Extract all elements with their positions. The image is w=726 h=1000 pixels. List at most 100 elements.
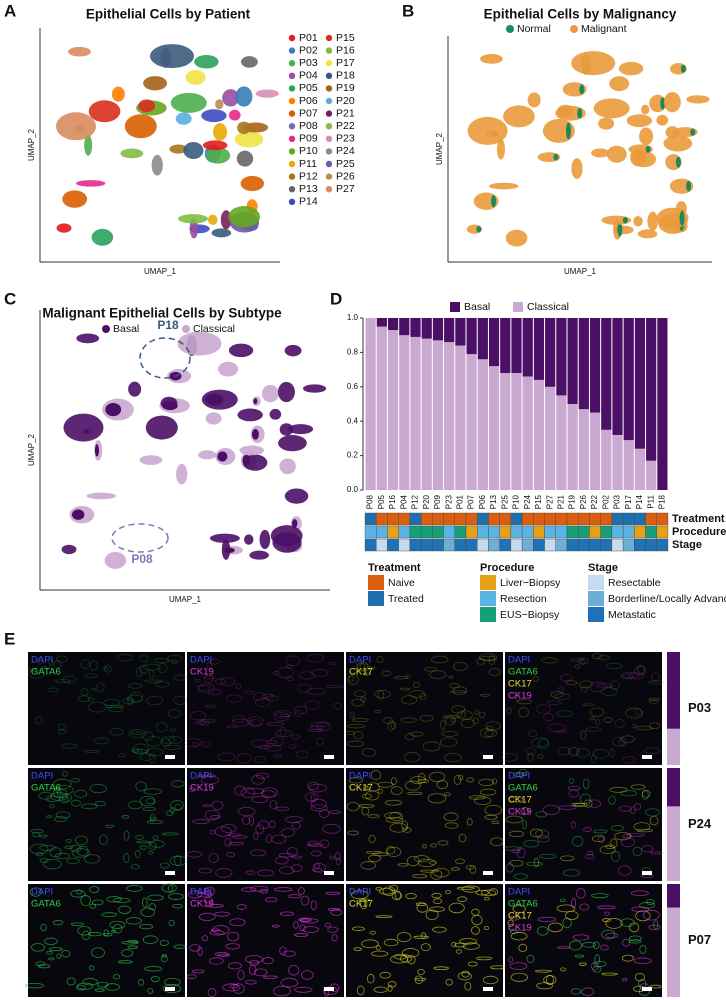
y-axis-label: UMAP_2	[435, 132, 444, 165]
micrograph-texture	[541, 657, 558, 664]
x-tick-label: P06	[478, 494, 487, 509]
cell-cluster	[177, 331, 222, 356]
micrograph-texture	[134, 849, 141, 859]
channel-label: DAPI	[508, 771, 530, 782]
micrograph-texture	[560, 967, 567, 972]
micrograph-texture	[159, 939, 169, 946]
cell-cluster	[253, 398, 258, 405]
cell-cluster	[160, 396, 178, 410]
micrograph-texture	[637, 664, 646, 675]
micrograph-texture	[421, 932, 427, 939]
micrograph-texture	[512, 904, 526, 914]
micrograph-texture	[61, 949, 71, 958]
bar-segment	[432, 340, 444, 490]
micrograph-texture	[142, 806, 156, 812]
micrograph-texture	[631, 724, 637, 729]
micrograph-texture	[29, 887, 42, 897]
micrograph-texture	[161, 738, 171, 747]
bar-segment	[444, 318, 455, 343]
micrograph-texture	[155, 722, 168, 733]
micrograph-texture	[127, 945, 138, 949]
micrograph-texture	[412, 874, 428, 879]
micrograph-texture	[591, 893, 609, 899]
cell-cluster	[241, 56, 258, 68]
track-cell	[398, 525, 411, 539]
cell-cluster	[86, 492, 116, 500]
bar-segment	[522, 376, 533, 490]
micrograph-texture	[201, 741, 211, 747]
micrograph-texture	[53, 778, 72, 790]
micrograph-texture	[113, 897, 131, 903]
micrograph-texture	[471, 908, 480, 916]
micrograph-texture	[344, 730, 356, 736]
micrograph-texture	[88, 965, 95, 971]
cell-cluster	[217, 451, 228, 462]
micrograph-texture	[148, 669, 155, 679]
micrograph-texture	[373, 986, 388, 993]
micrograph-texture	[518, 707, 529, 718]
micrograph-texture	[262, 957, 274, 965]
micrograph-texture	[139, 795, 156, 807]
bar-segment	[387, 318, 399, 331]
micrograph-texture	[140, 907, 155, 918]
bar-segment	[634, 448, 646, 490]
micrograph-texture	[131, 749, 149, 754]
micrograph-texture	[269, 799, 278, 810]
bar-segment	[511, 373, 522, 490]
scale-bar	[165, 871, 175, 875]
micrograph-texture	[148, 903, 156, 911]
micrograph-texture	[82, 978, 99, 986]
legend-title: Treatment	[368, 562, 421, 574]
cell-cluster	[128, 381, 142, 397]
legend-swatch	[513, 302, 523, 312]
cell-cluster	[663, 135, 693, 152]
micrograph-texture	[409, 690, 425, 699]
bar-segment	[567, 404, 578, 490]
cell-cluster	[201, 109, 227, 123]
cell-cluster	[503, 105, 535, 128]
cell-cluster	[183, 141, 204, 159]
legend-label: P20	[336, 95, 355, 107]
micrograph-texture	[617, 865, 632, 876]
micrograph-texture	[479, 653, 498, 662]
micrograph-texture	[49, 847, 62, 858]
micrograph-texture	[591, 653, 603, 660]
micrograph-texture	[490, 837, 504, 847]
micrograph-texture	[641, 790, 651, 798]
micrograph-texture	[70, 922, 84, 927]
micrograph-texture	[254, 697, 271, 707]
micrograph-texture	[65, 838, 72, 843]
micrograph-texture	[443, 792, 451, 797]
micrograph-texture	[232, 718, 250, 727]
micrograph-texture	[129, 691, 144, 703]
track-cell	[420, 525, 433, 539]
micrograph-texture	[57, 729, 67, 735]
micrograph-texture	[473, 796, 492, 806]
micrograph-texture	[457, 896, 468, 902]
legend-swatch	[480, 575, 496, 590]
micrograph-texture	[168, 736, 183, 744]
legend-label: P01	[299, 32, 318, 44]
bar-segment	[466, 318, 477, 355]
micrograph-texture	[142, 731, 154, 742]
cell-cluster	[577, 108, 583, 119]
micrograph-texture	[484, 804, 503, 816]
micrograph-texture	[410, 776, 427, 785]
micrograph-texture	[203, 675, 214, 684]
micrograph-texture	[273, 710, 292, 718]
micrograph-texture	[582, 942, 596, 948]
micrograph-texture	[212, 925, 230, 935]
micrograph-texture	[461, 970, 470, 978]
micrograph-texture	[103, 929, 110, 937]
legend-swatch	[288, 148, 296, 155]
micrograph-texture	[77, 926, 92, 936]
micrograph-texture	[405, 674, 411, 679]
track-cell	[656, 512, 669, 526]
x-tick-label: P19	[568, 494, 577, 509]
micrograph-texture	[383, 716, 393, 724]
micrograph-texture	[634, 665, 646, 676]
bar-segment	[533, 318, 545, 380]
micrograph-texture	[479, 788, 497, 796]
cell-cluster	[215, 99, 224, 110]
cell-cluster	[617, 222, 623, 237]
